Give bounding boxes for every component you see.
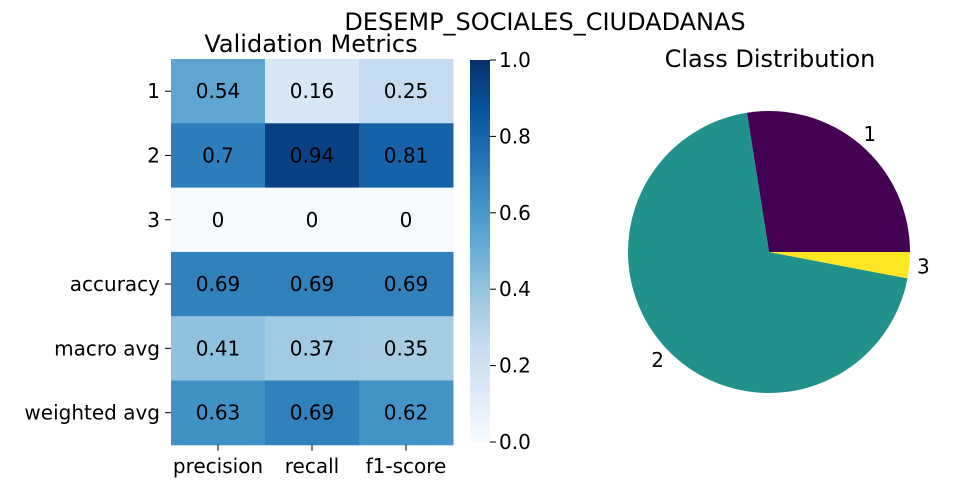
heatmap-cell	[171, 123, 266, 189]
heatmap-cell-label: 0.41	[196, 336, 241, 360]
heatmap-cell	[171, 59, 266, 124]
heatmap-cell	[265, 316, 360, 381]
colorbar-tick-label: 1.0	[499, 48, 531, 72]
heatmap-cell-label: 0.37	[290, 336, 335, 360]
colorbar-tick-label: 0.4	[499, 277, 531, 301]
heatmap-cell-label: 0.7	[202, 143, 234, 167]
heatmap-cell	[265, 187, 360, 253]
heatmap-cell-label: 0.81	[384, 143, 429, 167]
heatmap-cell	[171, 251, 266, 317]
heatmap-cell	[265, 380, 360, 446]
pie-labels: 1 2 3	[651, 122, 930, 372]
heatmap-cell	[265, 123, 360, 189]
heatmap-cell-label: 0.94	[290, 143, 335, 167]
heatmap-cell-label: 0.35	[384, 336, 429, 360]
heatmap-cell	[171, 187, 266, 253]
heatmap-title: Validation Metrics	[204, 30, 417, 58]
colorbar-ticks: 0.0 0.2 0.4 0.6 0.8 1.0	[490, 48, 531, 454]
heatmap-cell-label: 0.25	[384, 79, 429, 103]
pie-slice-label: 1	[863, 122, 876, 146]
heatmap-row-label: 1	[147, 79, 160, 103]
pie-slice	[746, 111, 910, 252]
heatmap-cell	[359, 380, 454, 446]
heatmap-row-label: 3	[147, 208, 160, 232]
pie-panel: Class Distribution 1 2 3	[628, 45, 930, 394]
pie-title: Class Distribution	[665, 45, 876, 73]
pie-slice-label: 2	[651, 348, 664, 372]
pie-slice-label: 3	[917, 255, 930, 279]
heatmap-row-label: 2	[147, 143, 160, 167]
heatmap-cell-label: 0	[212, 208, 225, 232]
heatmap-cell-label: 0.62	[384, 401, 429, 425]
pie-slice	[628, 112, 908, 394]
heatmap-cell-label: 0.63	[196, 401, 241, 425]
colorbar-tick-label: 0.8	[499, 124, 531, 148]
heatmap-cell-label: 0.69	[290, 272, 335, 296]
heatmap-cell	[171, 316, 266, 381]
heatmap-column-label: precision	[173, 454, 263, 478]
heatmap-cell	[359, 59, 454, 124]
heatmap-cell	[265, 59, 360, 124]
heatmap-cell	[359, 251, 454, 317]
heatmap-row-label: accuracy	[70, 272, 160, 296]
heatmap-cell-label: 0	[306, 208, 319, 232]
heatmap-row-label: weighted avg	[24, 401, 160, 425]
heatmap-cell	[359, 123, 454, 189]
heatmap-cell-label: 0.69	[196, 272, 241, 296]
heatmap-column-label: recall	[285, 454, 339, 478]
heatmap-panel: Validation Metrics 0.54 0.16 0.250.7 0.94 0.…	[24, 30, 530, 478]
heatmap-cell-label: 0.16	[290, 79, 335, 103]
heatmap-cell-label: 0.54	[196, 79, 241, 103]
pie-slice	[769, 252, 910, 279]
colorbar-tick-label: 0.6	[499, 201, 531, 225]
pie-slices	[628, 111, 910, 394]
heatmap-cell	[265, 251, 360, 317]
heatmap-column-label: f1-score	[366, 454, 447, 478]
heatmap-cell-label: 0.69	[290, 401, 335, 425]
heatmap-column-labels: precision recall f1-score	[173, 444, 447, 478]
heatmap-row-labels: 1 2 3 accuracy macro avg weighted avg	[24, 79, 171, 425]
figure-suptitle: DESEMP_SOCIALES_CIUDADANAS	[344, 8, 745, 36]
colorbar-gradient	[470, 60, 490, 442]
heatmap-cells: 0.54 0.16 0.25 0.7 0.94 0.81 0 0 0 0.69 0.69 0.69 0.…	[171, 59, 454, 446]
colorbar: 0.0 0.2 0.4 0.6 0.8 1.0	[470, 48, 531, 454]
heatmap-row-label: macro avg	[54, 336, 160, 360]
heatmap-cell	[359, 187, 454, 253]
colorbar-tick-label: 0.0	[499, 430, 531, 454]
heatmap-cell-label: 0.69	[384, 272, 429, 296]
colorbar-tick-label: 0.2	[499, 354, 531, 378]
heatmap-cell-label: 0	[400, 208, 413, 232]
heatmap-cell	[359, 316, 454, 381]
heatmap-cell	[171, 380, 266, 446]
